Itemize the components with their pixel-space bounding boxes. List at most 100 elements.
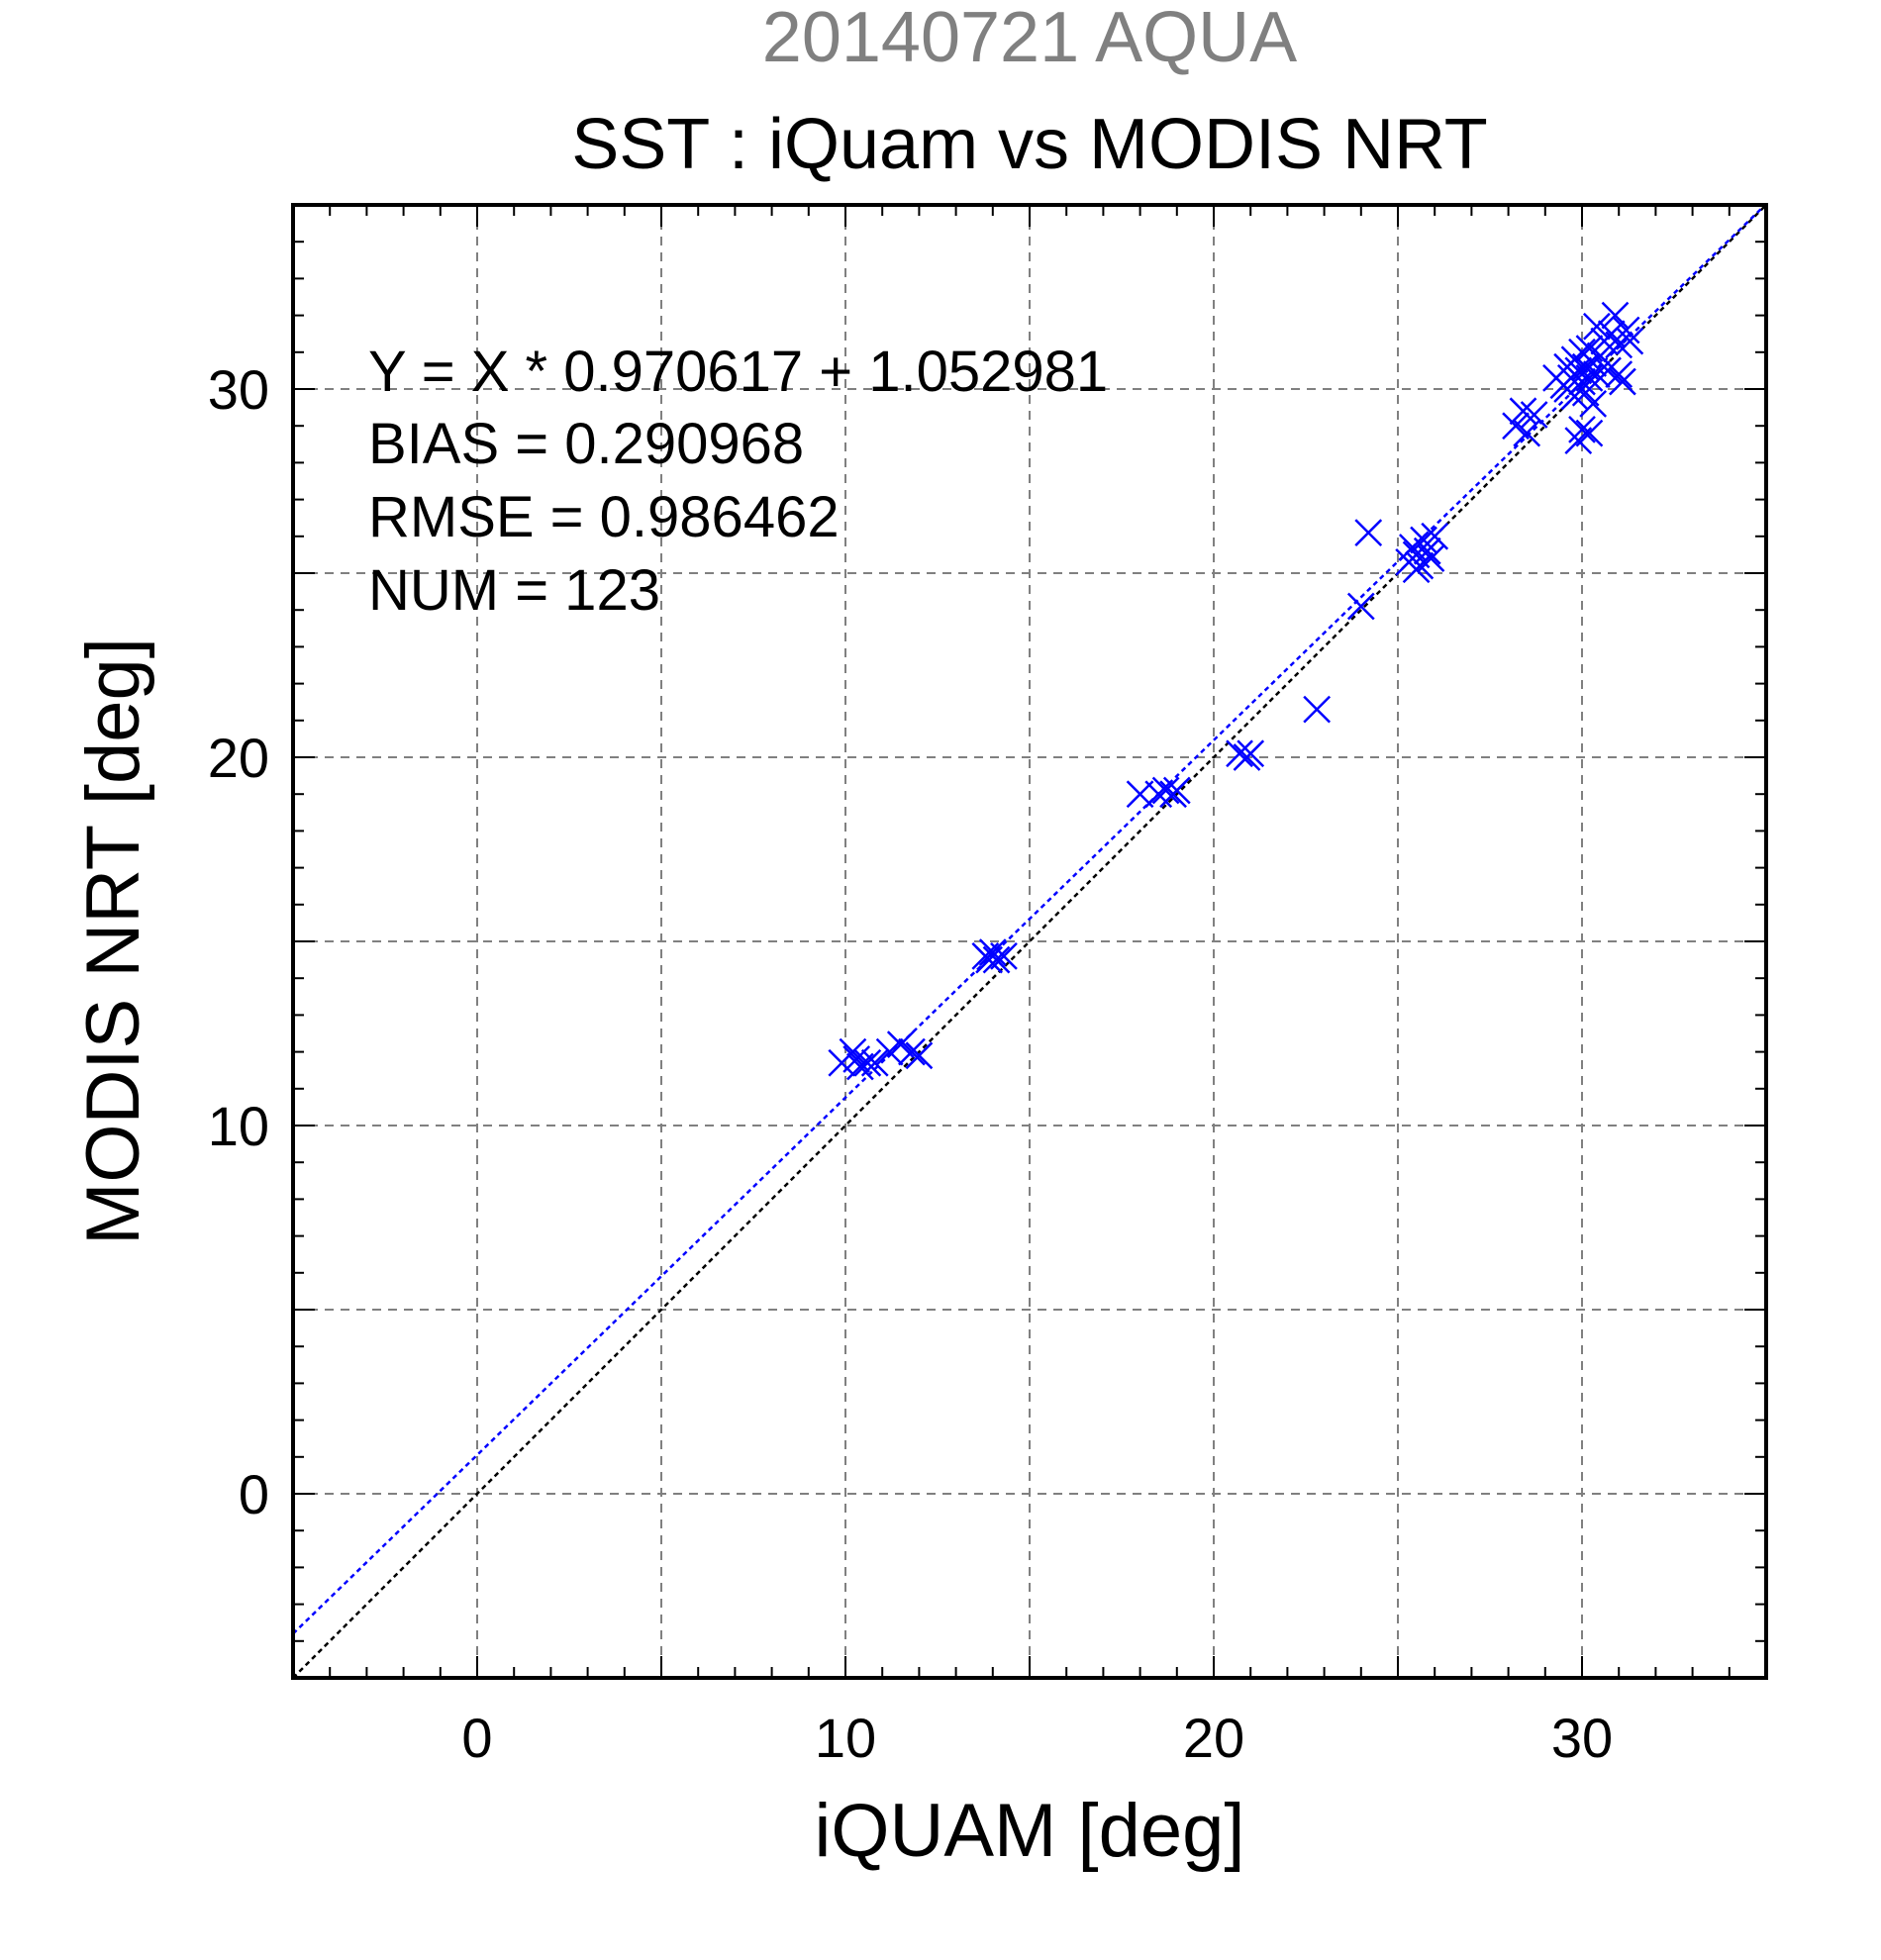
data-point xyxy=(1601,301,1630,330)
y-tick-label: 20 xyxy=(208,727,269,789)
data-point-stroke xyxy=(1151,776,1180,805)
data-point-stroke xyxy=(1582,312,1611,341)
data-point-stroke xyxy=(982,945,1011,974)
data-point-stroke xyxy=(905,1041,934,1070)
y-tick-label: 10 xyxy=(208,1095,269,1157)
data-point xyxy=(853,1048,882,1077)
data-point-stroke xyxy=(1144,780,1173,809)
x-tick-label: 10 xyxy=(815,1707,876,1769)
data-point-stroke xyxy=(1560,382,1589,411)
data-point-stroke xyxy=(1582,360,1611,389)
data-point-stroke xyxy=(1575,419,1604,447)
data-point xyxy=(842,1045,871,1073)
reference-lines xyxy=(292,204,1767,1679)
data-point-stroke xyxy=(1410,526,1437,554)
data-point-stroke xyxy=(1354,519,1383,546)
data-point xyxy=(839,1037,867,1066)
data-point xyxy=(1575,419,1604,447)
data-point xyxy=(1413,537,1441,565)
data-point xyxy=(1144,780,1173,809)
data-point xyxy=(1616,327,1644,355)
data-point xyxy=(1571,378,1600,407)
data-point-stroke xyxy=(1226,739,1253,768)
data-point-stroke xyxy=(860,1048,889,1077)
data-point-stroke xyxy=(842,1045,871,1073)
data-point-stroke xyxy=(975,945,1003,974)
grid-lines xyxy=(293,205,1766,1678)
data-point-stroke xyxy=(1421,522,1449,550)
data-point-stroke xyxy=(1568,416,1596,443)
data-point xyxy=(1226,739,1253,768)
data-point-stroke xyxy=(1601,301,1630,330)
data-point-stroke xyxy=(1520,401,1548,429)
data-point xyxy=(1520,401,1548,429)
tick-labels: 0 10 20 30 0 10 20 30 xyxy=(208,358,1613,1769)
data-points xyxy=(828,301,1644,1081)
data-point xyxy=(1151,776,1180,805)
data-point xyxy=(1513,419,1541,447)
x-tick-label: 0 xyxy=(461,1707,492,1769)
data-point-stroke xyxy=(853,1048,882,1077)
data-point xyxy=(1410,526,1437,554)
plot-frame xyxy=(291,203,1768,1680)
data-point-stroke xyxy=(1513,419,1541,447)
data-point-stroke xyxy=(1564,356,1593,385)
data-point-stroke xyxy=(1612,316,1640,344)
data-point xyxy=(1605,331,1634,359)
data-point-stroke xyxy=(1417,544,1445,573)
x-tick-label: 20 xyxy=(1183,1707,1244,1769)
data-point xyxy=(1237,739,1265,768)
data-point-stroke xyxy=(1571,378,1600,407)
data-point xyxy=(1303,695,1332,724)
annotation-bias: BIAS = 0.290968 xyxy=(368,412,804,476)
data-point xyxy=(1417,544,1445,573)
regression-line xyxy=(292,204,1766,1635)
annotation-rmse: RMSE = 0.986462 xyxy=(368,485,840,549)
data-point xyxy=(1582,360,1611,389)
y-tick-label: 30 xyxy=(208,358,269,421)
data-point xyxy=(1162,776,1191,805)
data-point xyxy=(898,1037,926,1066)
data-point xyxy=(1560,382,1589,411)
data-point xyxy=(1421,522,1449,550)
data-point xyxy=(978,938,1007,967)
data-point-stroke xyxy=(1579,389,1608,418)
data-point-stroke xyxy=(886,1030,915,1059)
data-point-stroke xyxy=(1303,695,1332,724)
data-point-stroke xyxy=(1605,360,1634,389)
data-point-stroke xyxy=(898,1037,926,1066)
data-point-stroke xyxy=(1237,739,1265,768)
data-point xyxy=(1609,367,1636,396)
data-point xyxy=(1582,312,1611,341)
chart-supertitle: 20140721 AQUA xyxy=(762,0,1297,77)
x-tick-label: 30 xyxy=(1551,1707,1613,1769)
data-point-stroke xyxy=(1594,356,1622,385)
data-point-stroke xyxy=(1402,555,1431,584)
data-point xyxy=(1354,519,1383,546)
annotation-regression: Y = X * 0.970617 + 1.052981 xyxy=(368,340,1108,404)
data-point xyxy=(905,1041,934,1070)
data-point xyxy=(1594,356,1622,385)
data-point-stroke xyxy=(1575,335,1604,362)
data-point-stroke xyxy=(1605,331,1634,359)
data-point-stroke xyxy=(1571,352,1600,381)
data-point xyxy=(982,945,1011,974)
chart-title: SST : iQuam vs MODIS NRT xyxy=(571,105,1488,184)
data-point-stroke xyxy=(1413,537,1441,565)
data-point xyxy=(1568,416,1596,443)
x-axis-label: iQUAM [deg] xyxy=(814,1789,1244,1873)
data-point-stroke xyxy=(839,1037,867,1066)
data-point xyxy=(1605,360,1634,389)
y-axis-label: MODIS NRT [deg] xyxy=(71,637,155,1245)
annotation-num: NUM = 123 xyxy=(368,558,660,623)
data-point xyxy=(1402,555,1431,584)
data-point xyxy=(1509,397,1537,426)
data-point-stroke xyxy=(978,938,1007,967)
stats-annotation: Y = X * 0.970617 + 1.052981 BIAS = 0.290… xyxy=(368,340,1108,623)
data-point-stroke xyxy=(1346,592,1375,621)
data-point xyxy=(860,1048,889,1077)
data-point-stroke xyxy=(1609,367,1636,396)
data-point-stroke xyxy=(1616,327,1644,355)
